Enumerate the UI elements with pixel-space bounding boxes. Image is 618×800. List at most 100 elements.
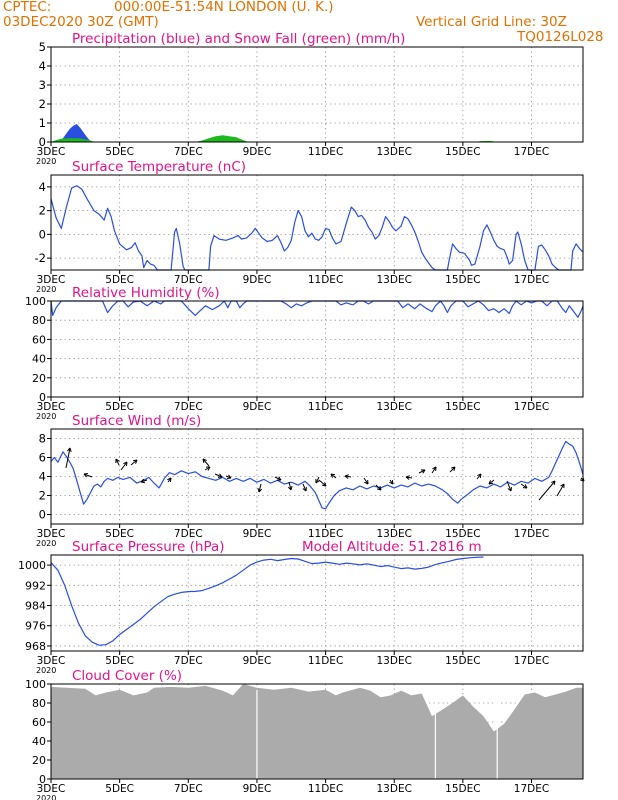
wind-arrow-icon <box>214 473 223 478</box>
wind-arrow-icon <box>488 479 495 485</box>
wind-arrow-icon <box>225 474 232 479</box>
humidity-title: Relative Humidity (%) <box>72 285 220 301</box>
wind-arrow-icon <box>130 459 138 466</box>
wind-arrow-icon <box>315 476 320 484</box>
x-tick-label: 15DEC <box>445 401 480 413</box>
cloud-cover-panel: 0 20 40 60 80 100 3DEC 5DEC 7DEC 9DEC 11DEC 13DEC 15… <box>25 668 584 800</box>
y-tick-label: 2 <box>39 489 46 503</box>
y-tick-label: 100 <box>25 295 46 308</box>
header-location: 000:00E-51:54N LONDON (U. K.) <box>114 0 334 15</box>
y-tick-label: 60 <box>32 716 46 729</box>
wind-arrow-icon <box>538 480 556 501</box>
y-tick-label: 976 <box>25 620 46 633</box>
y-tick-label: 80 <box>32 697 46 710</box>
x-tick-label: 15DEC <box>445 146 480 158</box>
wind-arrow-icon <box>363 477 369 485</box>
precipitation-title: Precipitation (blue) and Snow Fall (gree… <box>72 31 405 47</box>
y-tick-label: 0 <box>39 227 46 241</box>
x-tick-label: 5DEC <box>105 401 134 413</box>
temperature-title: Surface Temperature (nC) <box>72 159 246 175</box>
x-tick-label: 13DEC <box>377 274 412 286</box>
y-tick-label: 20 <box>32 754 46 767</box>
wind-arrow-icon <box>204 466 211 471</box>
y-tick-label: 1000 <box>18 559 46 572</box>
snowfall-area <box>51 135 583 142</box>
x-tick-label: 7DEC <box>174 655 203 667</box>
wind-arrow-icon <box>318 479 327 487</box>
x-tick-label: 9DEC <box>243 274 272 286</box>
wind-arrow-icon <box>302 483 307 492</box>
x-tick-label: 7DEC <box>174 274 203 286</box>
x-tick-label: 11DEC <box>308 401 343 413</box>
y-tick-label: 4 <box>39 470 46 484</box>
y-tick-label: 968 <box>25 640 46 653</box>
y-tick-label: 60 <box>32 333 46 346</box>
x-tick-label: 15DEC <box>445 528 480 540</box>
pressure-frame <box>50 554 584 652</box>
wind-arrow-icon <box>167 477 172 483</box>
x-tick-label: 17DEC <box>514 655 549 667</box>
temperature-panel: -2 0 2 4 3DEC 5DEC 7DEC 9DEC 11DEC 13DEC 15DEC 17DE… <box>35 159 584 294</box>
wind-arrow-icon <box>476 473 482 480</box>
header-run-time: 03DEC2020 30Z (GMT) <box>3 14 159 30</box>
y-tick-label: 40 <box>32 735 46 748</box>
x-tick-label: 15DEC <box>445 274 480 286</box>
model-altitude-label: Model Altitude: 51.2816 m <box>302 539 482 555</box>
y-tick-label: 4 <box>39 59 46 73</box>
x-tick-label: 17DEC <box>514 274 549 286</box>
x-tick-label: 5DEC <box>105 146 134 158</box>
wind-arrow-icon <box>405 475 413 480</box>
y-tick-label: 4 <box>39 180 46 194</box>
x-tick-label: 9DEC <box>243 401 272 413</box>
y-tick-label: 1 <box>39 116 46 130</box>
x-tick-label: 5DEC <box>105 655 134 667</box>
wind-arrow-icon <box>556 483 565 497</box>
precipitation-area <box>51 124 583 142</box>
x-tick-label: 7DEC <box>174 146 203 158</box>
x-tick-label: 15DEC <box>445 655 480 667</box>
x-tick-label: 11DEC <box>308 783 343 795</box>
x-tick-label: 17DEC <box>514 401 549 413</box>
x-tick-label: 9DEC <box>243 146 272 158</box>
x-tick-label: 5DEC <box>105 528 134 540</box>
x-tick-label: 3DEC <box>37 783 66 795</box>
cloud-cover-area <box>51 684 583 779</box>
y-tick-label: 0 <box>39 508 46 522</box>
x-tick-label: 11DEC <box>308 528 343 540</box>
x-tick-label: 13DEC <box>377 783 412 795</box>
precipitation-panel: 0 1 2 3 4 5 3DEC 5DEC 7DEC 9DEC 11DEC 13DEC 15DEC 17D… <box>36 31 584 166</box>
x-tick-label: 13DEC <box>377 401 412 413</box>
x-tick-label: 5DEC <box>105 274 134 286</box>
humidity-panel: 0 20 40 60 80 100 3DEC 5DEC 7DEC 9DEC 11DEC 13DEC 15… <box>25 285 584 421</box>
x-tick-label: 9DEC <box>243 655 272 667</box>
pressure-panel: 968 976 984 992 1000 3DEC 5DEC 7DEC 9DEC 11DEC 13D… <box>18 539 584 675</box>
y-tick-label: 3 <box>39 78 46 92</box>
y-tick-label: 992 <box>25 579 46 592</box>
wind-arrow-icon <box>287 481 293 491</box>
pressure-line <box>50 556 484 646</box>
x-tick-label: 17DEC <box>514 783 549 795</box>
x-tick-label: 17DEC <box>514 146 549 158</box>
temperature-frame <box>50 174 584 271</box>
x-year-label: 2020 <box>36 794 56 800</box>
x-tick-label: 9DEC <box>243 528 272 540</box>
wind-arrow-icon <box>140 478 148 484</box>
x-tick-label: 11DEC <box>308 274 343 286</box>
x-year-label: 2020 <box>36 666 56 675</box>
wind-arrow-icon <box>449 466 456 473</box>
x-tick-label: 13DEC <box>377 655 412 667</box>
y-tick-label: 80 <box>32 314 46 327</box>
x-tick-label: 3DEC <box>37 528 66 540</box>
x-tick-label: 7DEC <box>174 401 203 413</box>
y-tick-label: 40 <box>32 353 46 366</box>
x-tick-label: 3DEC <box>37 146 66 158</box>
wind-arrow-icon <box>344 474 352 479</box>
y-tick-label: 5 <box>39 40 46 54</box>
y-tick-label: 0 <box>39 773 46 786</box>
precipitation-frame <box>50 46 584 143</box>
x-tick-label: 7DEC <box>174 783 203 795</box>
y-tick-label: 20 <box>32 372 46 385</box>
wind-arrow-icon <box>520 483 528 489</box>
y-tick-label: 100 <box>25 678 46 691</box>
